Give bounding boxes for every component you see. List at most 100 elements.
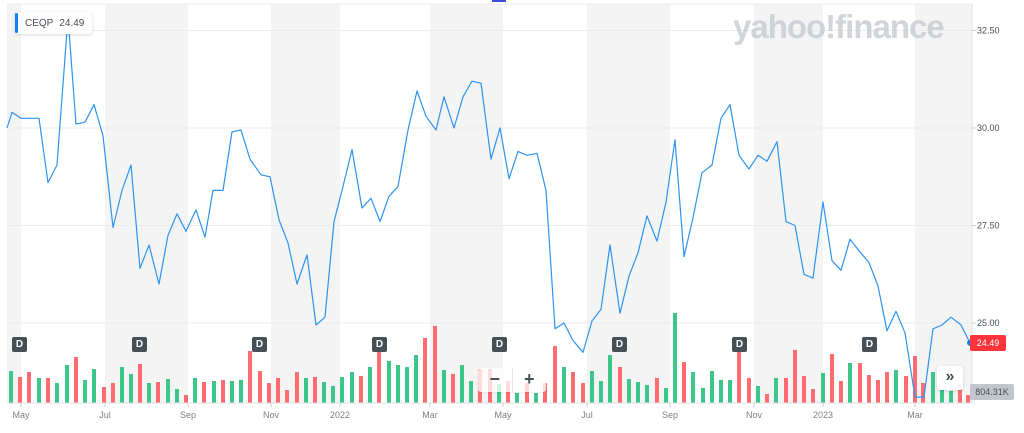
volume-bar — [166, 379, 170, 403]
volume-bar — [102, 387, 106, 403]
dividend-marker[interactable]: D — [252, 337, 267, 352]
volume-bar — [811, 389, 815, 403]
volume-bar — [156, 382, 160, 403]
volume-bar — [581, 383, 585, 403]
volume-bar — [515, 393, 519, 403]
volume-bar — [691, 372, 695, 403]
volume-bar — [525, 383, 529, 403]
volume-bar — [350, 372, 354, 403]
volume-bar — [212, 381, 216, 403]
volume-bar — [37, 378, 41, 403]
volume-bar — [175, 389, 179, 403]
volume-bar — [138, 364, 142, 403]
volume-bar — [931, 372, 935, 403]
volume-bar — [276, 378, 280, 403]
period-band — [754, 4, 823, 403]
x-tick-label: 2022 — [330, 410, 350, 420]
volume-bar — [802, 376, 806, 403]
volume-bar — [885, 372, 889, 403]
period-band — [587, 4, 670, 403]
volume-bar — [451, 374, 455, 403]
volume-bar — [340, 377, 344, 403]
volume-bar — [111, 383, 115, 403]
volume-bar — [645, 385, 649, 403]
volume-bar — [322, 382, 326, 403]
volume-bar — [655, 378, 659, 403]
volume-bar — [756, 386, 760, 403]
legend: CEQP 24.49 — [15, 12, 93, 34]
y-tick-label: 30.00 — [977, 123, 1000, 133]
current-volume-tag: 804.31K — [970, 384, 1014, 400]
volume-bar — [673, 313, 677, 403]
volume-bar — [469, 381, 473, 403]
volume-bar — [543, 383, 547, 403]
zoom-in-button[interactable]: + — [523, 369, 535, 389]
volume-bar — [248, 351, 252, 403]
volume-bar — [442, 370, 446, 403]
scroll-right-button[interactable]: » — [937, 366, 963, 390]
volume-bar — [92, 369, 96, 403]
volume-bar — [858, 363, 862, 403]
legend-value: 24.49 — [59, 17, 85, 29]
volume-bar — [830, 354, 834, 403]
zoom-controls: − + — [478, 368, 546, 392]
volume-bar — [423, 338, 427, 403]
zoom-out-button[interactable]: − — [478, 368, 513, 392]
volume-bar — [331, 386, 335, 403]
volume-bar — [867, 375, 871, 403]
volume-bar — [553, 346, 557, 403]
period-band — [7, 4, 21, 403]
dividend-marker[interactable]: D — [132, 337, 147, 352]
volume-bar — [710, 371, 714, 403]
dividend-marker[interactable]: D — [372, 337, 387, 352]
volume-bar — [949, 391, 953, 403]
volume-bar — [368, 367, 372, 403]
dividend-marker[interactable]: D — [492, 337, 507, 352]
volume-bar — [627, 379, 631, 403]
x-tick-label: Jul — [581, 410, 593, 420]
volume-bar — [147, 383, 151, 403]
volume-bar — [636, 382, 640, 403]
volume-bar — [46, 378, 50, 403]
x-tick-label: Nov — [746, 410, 763, 420]
price-line — [6, 29, 971, 398]
volume-bar — [267, 383, 271, 403]
volume-bar — [793, 350, 797, 403]
volume-bar — [258, 371, 262, 403]
volume-bar — [599, 381, 603, 403]
dividend-marker[interactable]: D — [612, 337, 627, 352]
volume-bar — [719, 380, 723, 403]
volume-bar — [682, 362, 686, 403]
volume-bar — [202, 382, 206, 403]
volume-bar — [839, 381, 843, 403]
x-tick-label: Nov — [263, 410, 280, 420]
volume-bar — [304, 378, 308, 403]
current-price-tag: 24.49 — [970, 335, 1006, 351]
volume-bar — [359, 376, 363, 403]
volume-bar — [534, 393, 538, 403]
x-tick-label: Jul — [99, 410, 111, 420]
volume-bar — [74, 357, 78, 403]
x-tick-label: Sep — [662, 410, 678, 420]
y-tick-label: 27.50 — [977, 221, 1000, 231]
y-axis-ticks: 32.50 30.00 27.50 25.00 — [972, 26, 1000, 328]
dividend-marker[interactable]: D — [732, 337, 747, 352]
range-indicator[interactable] — [492, 0, 506, 2]
volume-bar — [506, 381, 510, 403]
volume-bar — [913, 356, 917, 403]
volume-bar — [414, 355, 418, 403]
volume-bar — [221, 380, 225, 403]
volume-bar — [377, 351, 381, 403]
volume-bar — [784, 378, 788, 403]
volume-bar — [129, 374, 133, 403]
dividend-marker[interactable]: D — [862, 337, 877, 352]
x-tick-label: Sep — [180, 410, 196, 420]
volume-bar — [590, 371, 594, 403]
volume-bar — [460, 365, 464, 403]
dividend-marker[interactable]: D — [12, 337, 27, 352]
volume-bar — [120, 367, 124, 403]
period-band — [271, 4, 340, 403]
volume-bar — [55, 383, 59, 403]
volume-bar — [18, 377, 22, 403]
